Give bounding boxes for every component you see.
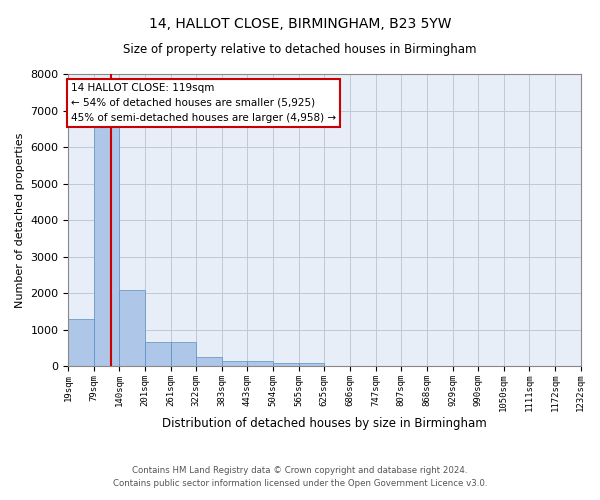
Y-axis label: Number of detached properties: Number of detached properties — [15, 132, 25, 308]
Text: Size of property relative to detached houses in Birmingham: Size of property relative to detached ho… — [123, 42, 477, 56]
Text: Contains HM Land Registry data © Crown copyright and database right 2024.
Contai: Contains HM Land Registry data © Crown c… — [113, 466, 487, 487]
X-axis label: Distribution of detached houses by size in Birmingham: Distribution of detached houses by size … — [162, 417, 487, 430]
Bar — [222, 362, 247, 366]
Bar — [273, 362, 299, 366]
Bar — [247, 362, 273, 366]
Bar — [145, 342, 170, 366]
Bar — [94, 127, 119, 366]
Text: 14 HALLOT CLOSE: 119sqm
← 54% of detached houses are smaller (5,925)
45% of semi: 14 HALLOT CLOSE: 119sqm ← 54% of detache… — [71, 83, 336, 122]
Bar — [196, 356, 222, 366]
Text: 14, HALLOT CLOSE, BIRMINGHAM, B23 5YW: 14, HALLOT CLOSE, BIRMINGHAM, B23 5YW — [149, 18, 451, 32]
Bar — [170, 342, 196, 366]
Bar — [119, 290, 145, 366]
Bar — [299, 362, 324, 366]
Bar — [68, 318, 94, 366]
